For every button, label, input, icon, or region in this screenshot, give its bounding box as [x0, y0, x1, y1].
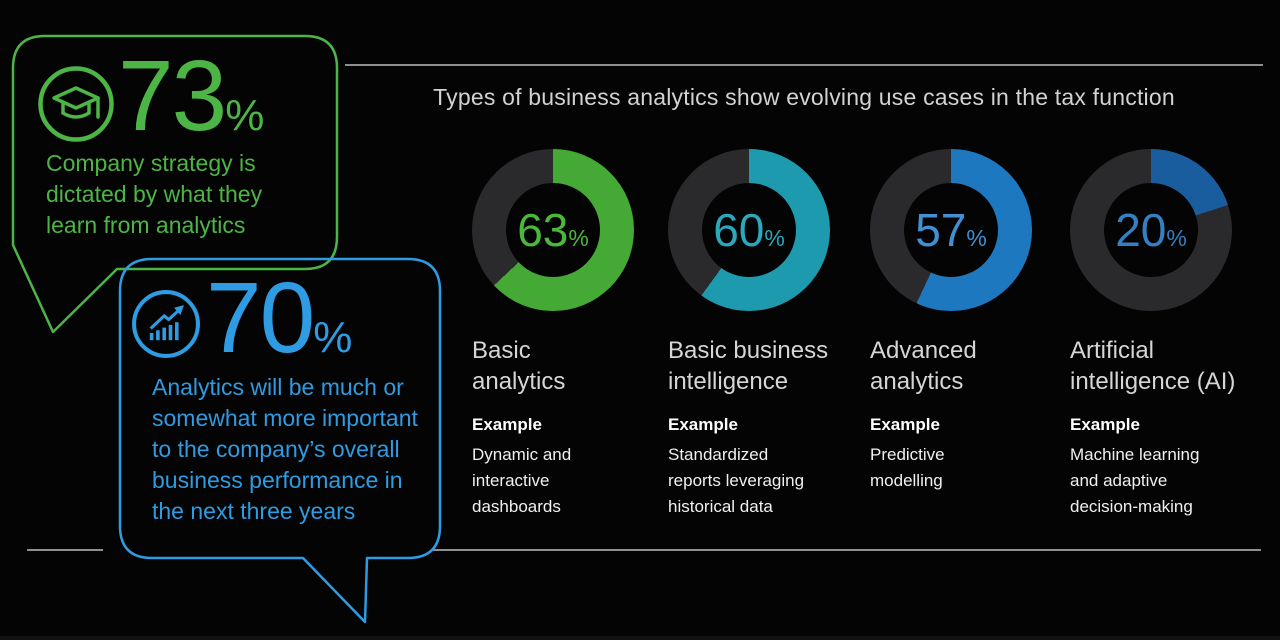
section-title: Types of business analytics show evolvin… — [433, 84, 1175, 110]
example-label: Example — [1070, 415, 1140, 434]
donut-value-label: 60% — [713, 204, 785, 256]
growth-chart-icon — [130, 288, 202, 365]
example-label: Example — [472, 415, 542, 434]
blue-stat-text: Analytics will be much or somewhat more … — [152, 374, 418, 524]
green-stat-number: 73 — [118, 40, 227, 152]
donut-hole — [506, 183, 600, 277]
donut-chart-basic-analytics: 63% — [472, 149, 634, 311]
category-name: Basic business intelligence — [668, 337, 829, 395]
donut-chart-basic-business-intelligence: 60% — [668, 149, 830, 311]
donut-chart-advanced-analytics: 57% — [870, 149, 1032, 311]
category-column-basic-business-intelligence: 60% Basic business intelligence Example … — [666, 149, 862, 520]
donut-hole — [904, 183, 998, 277]
blue-stat-percent-sign: % — [313, 313, 353, 362]
green-speech-bubble-outline — [11, 34, 339, 334]
donut-hole — [1104, 183, 1198, 277]
donut-value-label: 57% — [915, 204, 987, 256]
donut-chart-artificial-intelligence: 20% — [1070, 149, 1232, 311]
example-label: Example — [870, 415, 940, 434]
example-text: Predictive modelling — [870, 445, 945, 490]
category-name: Artificial intelligence (AI) — [1070, 337, 1236, 395]
blue-speech-bubble-outline — [118, 257, 442, 624]
blue-stat-value: 70% — [206, 268, 352, 368]
blue-stat-number: 70 — [206, 262, 315, 374]
example-text: Standardized reports leveraging historic… — [668, 445, 805, 516]
donut-value-label: 63% — [517, 204, 589, 256]
example-text: Dynamic and interactive dashboards — [472, 445, 572, 516]
graduation-cap-icon — [36, 64, 116, 149]
green-stat-text: Company strategy is dictated by what the… — [46, 150, 263, 238]
green-stat-percent-sign: % — [225, 91, 265, 140]
category-column-artificial-intelligence: 20% Artificial intelligence (AI) Example… — [1068, 149, 1264, 520]
donut-hole — [702, 183, 796, 277]
example-label: Example — [668, 415, 738, 434]
category-column-advanced-analytics: 57% Advanced analytics Example Predictiv… — [868, 149, 1064, 494]
category-name: Advanced analytics — [870, 337, 977, 395]
example-text: Machine learning and adaptive decision-m… — [1070, 445, 1200, 516]
category-name: Basic analytics — [472, 337, 566, 395]
bottom-divider-line-right — [431, 549, 1261, 551]
bottom-divider-line-left — [27, 549, 103, 551]
donut-value-label: 20% — [1115, 204, 1187, 256]
category-column-basic-analytics: 63% Basic analytics Example Dynamic and … — [470, 149, 666, 520]
bottom-edge-strip — [0, 636, 1280, 640]
green-stat-value: 73% — [118, 46, 264, 146]
top-divider-line — [345, 64, 1263, 66]
